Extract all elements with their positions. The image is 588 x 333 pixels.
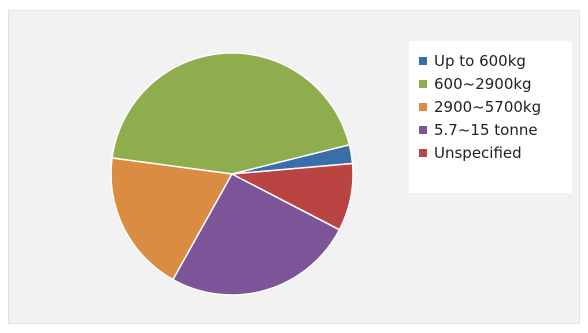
legend-label: Unspecified bbox=[434, 143, 522, 162]
legend-swatch bbox=[419, 102, 427, 111]
legend-item: 600~2900kg bbox=[419, 72, 572, 95]
legend-item: Unspecified bbox=[419, 141, 572, 164]
legend-label: 5.7~15 tonne bbox=[434, 120, 538, 139]
legend-swatch bbox=[419, 125, 427, 134]
pie-slice-2 bbox=[111, 52, 351, 175]
legend-item: Up to 600kg bbox=[419, 49, 572, 72]
legend-item: 5.7~15 tonne bbox=[419, 118, 572, 141]
pie-slice-3 bbox=[110, 157, 234, 281]
chart-area: Up to 600kg 600~2900kg 2900~5700kg 5.7~15 t… bbox=[8, 10, 580, 324]
legend-swatch bbox=[419, 56, 427, 65]
legend-item: 2900~5700kg bbox=[419, 95, 572, 118]
pie-slice-5 bbox=[229, 162, 354, 231]
legend-swatch bbox=[419, 148, 427, 157]
legend-label: 2900~5700kg bbox=[434, 97, 542, 116]
pie-slice-4 bbox=[171, 172, 341, 296]
legend-label: Up to 600kg bbox=[434, 51, 526, 70]
pie-chart bbox=[110, 52, 354, 296]
legend-label: 600~2900kg bbox=[434, 74, 532, 93]
legend-swatch bbox=[419, 79, 427, 88]
legend: Up to 600kg 600~2900kg 2900~5700kg 5.7~15 t… bbox=[409, 41, 572, 193]
